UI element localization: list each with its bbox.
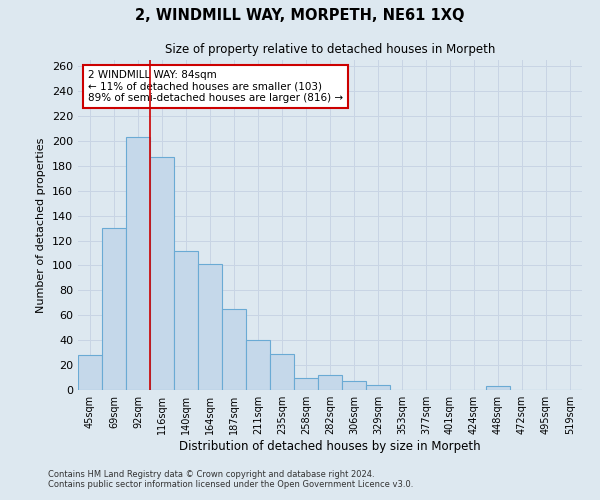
- Bar: [294, 378, 318, 390]
- Bar: [318, 375, 342, 390]
- Bar: [366, 385, 390, 390]
- Text: Contains HM Land Registry data © Crown copyright and database right 2024.
Contai: Contains HM Land Registry data © Crown c…: [48, 470, 413, 489]
- Bar: [126, 137, 150, 390]
- Bar: [222, 309, 246, 390]
- Bar: [486, 386, 510, 390]
- Bar: [270, 354, 294, 390]
- Text: 2, WINDMILL WAY, MORPETH, NE61 1XQ: 2, WINDMILL WAY, MORPETH, NE61 1XQ: [135, 8, 465, 22]
- Y-axis label: Number of detached properties: Number of detached properties: [37, 138, 46, 312]
- Text: 2 WINDMILL WAY: 84sqm
← 11% of detached houses are smaller (103)
89% of semi-det: 2 WINDMILL WAY: 84sqm ← 11% of detached …: [88, 70, 343, 103]
- Bar: [78, 355, 102, 390]
- Bar: [150, 157, 174, 390]
- Bar: [174, 250, 198, 390]
- Title: Size of property relative to detached houses in Morpeth: Size of property relative to detached ho…: [165, 43, 495, 56]
- Bar: [342, 382, 366, 390]
- Bar: [246, 340, 270, 390]
- X-axis label: Distribution of detached houses by size in Morpeth: Distribution of detached houses by size …: [179, 440, 481, 453]
- Bar: [198, 264, 222, 390]
- Bar: [102, 228, 126, 390]
